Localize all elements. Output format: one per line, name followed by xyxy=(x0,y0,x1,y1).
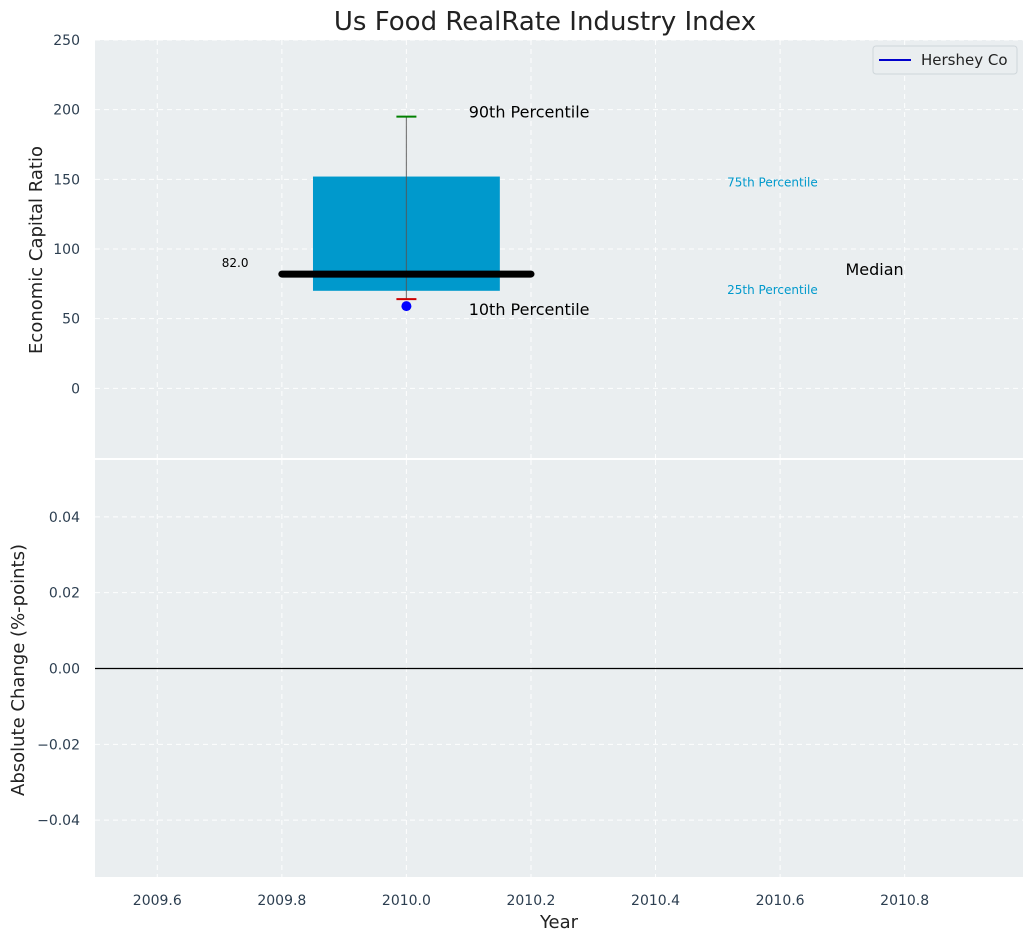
x-tick-label: 2009.8 xyxy=(257,893,306,909)
x-tick-label: 2010.8 xyxy=(880,893,929,909)
x-tick-label: 2010.4 xyxy=(631,893,680,909)
x-axis-label: Year xyxy=(539,912,579,933)
chart-marks: 90th Percentile 10th Percentile 75th Perce… xyxy=(95,103,1023,670)
x-tick-label: 2010.0 xyxy=(382,893,431,909)
top-y-tick-label: 100 xyxy=(53,242,80,258)
top-y-tick-label: 50 xyxy=(62,312,80,328)
top-y-tick-label: 200 xyxy=(53,103,80,119)
x-tick-label: 2009.6 xyxy=(133,893,182,909)
legend-label: Hershey Co xyxy=(921,51,1008,69)
top-y-tick-label: 250 xyxy=(53,33,80,49)
bottom-y-tick-label: 0.02 xyxy=(49,586,80,602)
tick-labels: 2009.6 2009.8 2010.0 2010.2 2010.4 2010.6 2010… xyxy=(37,33,929,909)
median-value-label: 82.0 xyxy=(222,256,249,270)
top-y-axis-label: Economic Capital Ratio xyxy=(26,146,47,354)
p10-annotation: 10th Percentile xyxy=(469,300,590,319)
bottom-y-tick-label: 0.04 xyxy=(49,510,80,526)
bottom-y-axis-label: Absolute Change (%-points) xyxy=(8,544,29,796)
x-tick-label: 2010.2 xyxy=(506,893,555,909)
p75-annotation: 75th Percentile xyxy=(727,176,818,190)
bottom-y-tick-label: 0.00 xyxy=(49,662,80,678)
p25-annotation: 25th Percentile xyxy=(727,283,818,297)
bottom-y-tick-label: −0.02 xyxy=(37,737,80,753)
legend-box xyxy=(872,45,1018,75)
legend[interactable]: Hershey Co xyxy=(872,45,1018,75)
x-tick-label: 2010.6 xyxy=(756,893,805,909)
top-y-tick-label: 150 xyxy=(53,172,80,188)
bottom-y-tick-label: −0.04 xyxy=(37,813,80,829)
median-annotation: Median xyxy=(845,260,903,279)
hershey-point xyxy=(401,301,412,312)
top-y-tick-label: 0 xyxy=(71,381,80,397)
p90-annotation: 90th Percentile xyxy=(469,103,590,122)
chart-title: Us Food RealRate Industry Index xyxy=(334,7,756,37)
